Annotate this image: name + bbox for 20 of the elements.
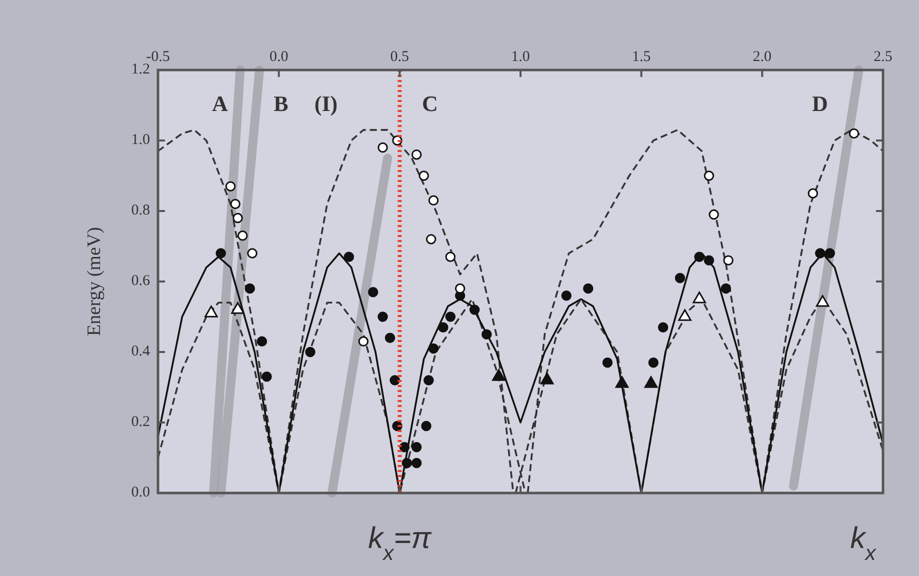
y-tick-label: 0.4 bbox=[131, 343, 150, 360]
ref-line-label: k$_{x}$=π bbox=[368, 522, 432, 564]
x-tick-label: 0.5 bbox=[390, 49, 410, 65]
x-tick-label: 2.5 bbox=[874, 49, 892, 65]
x-tick-label: 2.0 bbox=[752, 49, 772, 65]
y-axis-title: Energy (meV) bbox=[84, 227, 105, 336]
y-tick-label: 0.2 bbox=[131, 414, 150, 430]
annotation: C bbox=[422, 91, 438, 116]
annotation: A bbox=[212, 91, 228, 116]
y-tick-label: 0.8 bbox=[131, 202, 150, 218]
annotation: D bbox=[812, 91, 828, 116]
annotation: (I) bbox=[314, 91, 338, 116]
x-tick-label: 1.0 bbox=[511, 49, 530, 65]
y-tick-label: 1.0 bbox=[131, 132, 150, 148]
y-tick-label: 0.0 bbox=[131, 484, 150, 500]
x-axis-title: k$_{x}$ bbox=[850, 522, 878, 564]
y-tick-label: 0.6 bbox=[131, 272, 150, 289]
annotation: B bbox=[274, 91, 289, 116]
x-tick-label: 1.5 bbox=[632, 49, 651, 65]
x-tick-label: 0.0 bbox=[269, 49, 288, 65]
